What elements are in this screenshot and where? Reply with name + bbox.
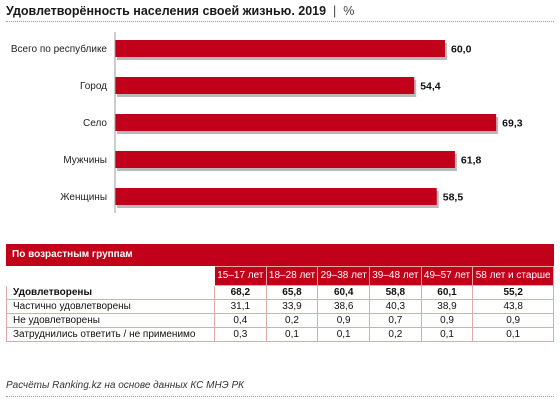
table-cell: 31,1 [214,299,267,314]
title-divider [6,21,554,22]
chart-header: Удовлетворённость населения своей жизнью… [6,4,554,22]
table-cell: 0,9 [317,313,371,328]
table-cell: 55,2 [472,285,554,300]
table-cell: 0,4 [214,313,267,328]
category-label: Женщины [60,192,107,203]
table-cell: 0,1 [472,327,554,342]
age-group-table: 15–17 лет 18–28 лет 29–38 лет 39–48 лет 49–5… [6,266,554,342]
row-label: Частично удовлетворены [6,299,215,314]
table-cell: 40,3 [369,299,422,314]
table-cell: 60,1 [420,285,474,300]
table-cell: 0,7 [369,313,422,328]
age-group-panel: По возрастным группам 15–17 лет 18–28 лет… [6,244,554,342]
bar-value-label: 54,4 [420,81,441,93]
age-column-header: 39–48 лет [369,266,422,286]
table-cell: 38,6 [317,299,371,314]
category-label: Село [83,118,107,129]
table-cell: 0,1 [420,327,474,342]
table-cell: 33,9 [265,299,319,314]
table-row: Затруднились ответить / не применимо 0,3 0… [6,327,554,342]
bar-value-label: 58,5 [443,192,464,204]
bar-value-label: 69,3 [502,118,523,130]
table-cell: 65,8 [265,285,319,300]
table-cell: 0,1 [265,327,319,342]
row-label: Затруднились ответить / не применимо [6,327,215,342]
bar-value-label: 60,0 [451,44,472,56]
unit-label: % [343,4,355,18]
row-label: Не удовлетворены [6,313,215,328]
header-corner [6,266,215,286]
table-cell: 0,1 [317,327,371,342]
table-cell: 68,2 [214,285,267,300]
age-column-header: 49–57 лет [420,266,474,286]
title-separator: | [329,4,340,18]
source-note: Расчёты Ranking.kz на основе данных КС М… [6,380,245,391]
table-cell: 0,3 [214,327,267,342]
category-label: Город [80,81,107,92]
bar [115,188,437,205]
row-label: Удовлетворены [6,285,215,300]
bar [115,40,445,57]
table-cell: 58,8 [369,285,422,300]
bar [115,114,497,131]
table-cell: 43,8 [472,299,554,314]
footer-divider [6,396,554,397]
table-cell: 0,9 [472,313,554,328]
table-cell: 0,2 [369,327,422,342]
table-row: Частично удовлетворены 31,1 33,9 38,6 40,3 38… [6,299,554,314]
bar [115,151,455,168]
age-column-header: 29–38 лет [317,266,371,286]
title-text: Удовлетворённость населения своей жизнью… [6,4,327,18]
table-cell: 0,9 [420,313,474,328]
age-column-header: 15–17 лет [214,266,267,286]
table-body: Удовлетворены 68,2 65,8 60,4 58,8 60,1 55,2 Час… [6,285,554,342]
bar-value-label: 61,8 [461,155,482,167]
table-header-row: 15–17 лет 18–28 лет 29–38 лет 39–48 лет 49–5… [6,266,554,286]
table-cell: 38,9 [420,299,474,314]
age-column-header: 18–28 лет [265,266,319,286]
category-label: Всего по республике [11,43,108,55]
page-title: Удовлетворённость населения своей жизнью… [6,4,354,18]
table-row: Не удовлетворены 0,4 0,2 0,9 0,7 0,9 0,9 [6,313,554,328]
category-label: Мужчины [63,155,107,166]
age-column-header: 58 лет и старше [472,266,554,286]
table-cell: 60,4 [317,285,371,300]
bar [115,77,415,94]
bar-chart: Всего по республике 60,0 Город 54,4 Село 69,3… [11,32,523,213]
table-cell: 0,2 [265,313,319,328]
age-table-heading: По возрастным группам [6,244,554,266]
table-row: Удовлетворены 68,2 65,8 60,4 58,8 60,1 55,2 [6,285,554,300]
